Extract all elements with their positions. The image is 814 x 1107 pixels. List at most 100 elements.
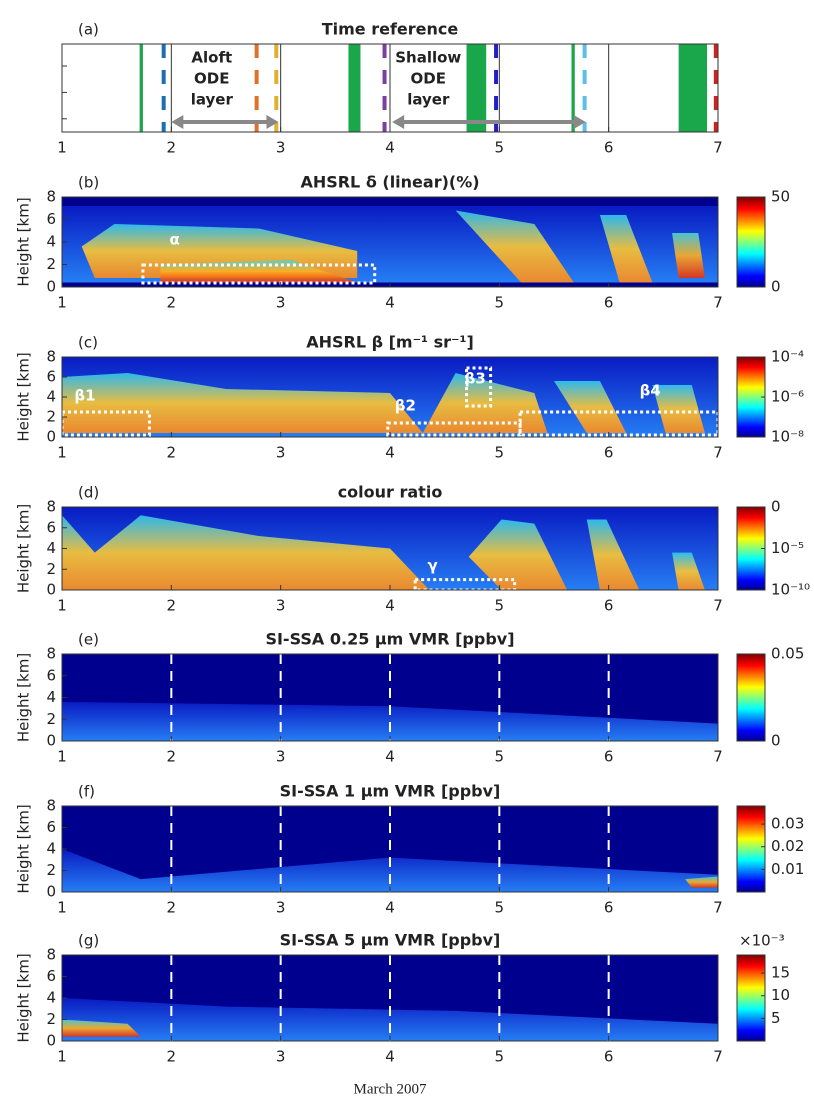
event-band bbox=[139, 44, 143, 132]
event-band bbox=[348, 44, 361, 132]
annotation: layer bbox=[191, 91, 234, 109]
panel-label: (d) bbox=[78, 484, 99, 502]
panel-title: SI-SSA 5 μm VMR [ppbv] bbox=[280, 931, 501, 950]
y-tick-label: 0 bbox=[46, 732, 56, 750]
y-axis-label: Height [km] bbox=[15, 653, 33, 742]
panel-title: AHSRL β [m⁻¹ sr⁻¹] bbox=[306, 333, 474, 352]
highlight-box bbox=[465, 366, 493, 408]
y-tick-label: 2 bbox=[46, 710, 56, 728]
x-tick-label: 7 bbox=[713, 444, 723, 462]
x-tick-label: 1 bbox=[57, 294, 67, 312]
x-tick-label: 3 bbox=[276, 899, 286, 917]
x-tick-label: 5 bbox=[495, 294, 505, 312]
panel-label: (e) bbox=[78, 631, 99, 649]
colorbar-tick-label: 0.01 bbox=[771, 860, 804, 878]
arrow-head bbox=[171, 115, 279, 129]
y-tick-label: 0 bbox=[46, 883, 56, 901]
x-tick-label: 5 bbox=[495, 899, 505, 917]
heatmap-texture bbox=[62, 373, 423, 433]
heatmap-texture bbox=[599, 215, 653, 283]
heatmap-texture bbox=[554, 381, 627, 433]
colorbar-tick-label: 0 bbox=[771, 498, 781, 516]
x-tick-label: 4 bbox=[385, 139, 395, 157]
highlight-box bbox=[386, 421, 522, 437]
x-tick-label: 6 bbox=[604, 139, 614, 157]
y-tick-label: 4 bbox=[46, 989, 56, 1007]
event-band bbox=[466, 44, 487, 132]
x-tick-label: 7 bbox=[713, 139, 723, 157]
y-axis-label: Height [km] bbox=[15, 953, 33, 1042]
heatmap-texture bbox=[62, 515, 430, 590]
heatmap-texture bbox=[62, 701, 718, 741]
x-tick-label: 3 bbox=[276, 748, 286, 766]
colorbar-tick-label: 10⁻⁵ bbox=[771, 539, 804, 557]
x-tick-label: 6 bbox=[604, 294, 614, 312]
y-tick-label: 0 bbox=[46, 428, 56, 446]
x-tick-label: 4 bbox=[385, 899, 395, 917]
y-tick-label: 8 bbox=[46, 188, 56, 206]
y-tick-label: 2 bbox=[46, 408, 56, 426]
x-tick-label: 2 bbox=[167, 597, 177, 615]
y-tick-label: 2 bbox=[46, 861, 56, 879]
panel-label: (f) bbox=[78, 783, 95, 801]
panel-title: SI-SSA 0.25 μm VMR [ppbv] bbox=[265, 630, 514, 649]
y-tick-label: 0 bbox=[46, 581, 56, 599]
x-tick-label: 2 bbox=[167, 139, 177, 157]
y-tick-label: 4 bbox=[46, 840, 56, 858]
colorbar-tick-label: 15 bbox=[771, 964, 790, 982]
annotation: Shallow bbox=[395, 49, 461, 67]
colorbar-tick-label: 10 bbox=[771, 986, 790, 1004]
x-tick-label: 5 bbox=[495, 597, 505, 615]
y-tick-label: 0 bbox=[46, 278, 56, 296]
y-tick-label: 8 bbox=[46, 797, 56, 815]
colorbar bbox=[736, 954, 766, 1042]
y-tick-label: 6 bbox=[46, 210, 56, 228]
colorbar-tick-label: 5 bbox=[771, 1009, 781, 1027]
y-tick-label: 4 bbox=[46, 688, 56, 706]
x-tick-label: 3 bbox=[276, 444, 286, 462]
colorbar bbox=[736, 506, 766, 591]
x-tick-label: 2 bbox=[167, 1048, 177, 1066]
x-tick-label: 7 bbox=[713, 1048, 723, 1066]
x-tick-label: 6 bbox=[604, 748, 614, 766]
x-tick-label: 6 bbox=[604, 899, 614, 917]
heatmap-texture bbox=[652, 385, 705, 433]
y-axis-label: Height [km] bbox=[15, 804, 33, 893]
annotation: β4 bbox=[640, 382, 661, 400]
heatmap-texture bbox=[62, 1019, 141, 1037]
panel-label: (g) bbox=[78, 932, 99, 950]
highlight-box bbox=[413, 578, 517, 592]
y-tick-label: 8 bbox=[46, 348, 56, 366]
colorbar-tick-label: 50 bbox=[771, 188, 790, 206]
annotation: layer bbox=[407, 91, 450, 109]
y-axis-label: Height [km] bbox=[15, 504, 33, 593]
x-tick-label: 1 bbox=[57, 444, 67, 462]
y-tick-label: 8 bbox=[46, 946, 56, 964]
x-tick-label: 3 bbox=[276, 294, 286, 312]
x-tick-label: 5 bbox=[495, 748, 505, 766]
event-band bbox=[678, 44, 708, 132]
colorbar-tick-label: 0 bbox=[771, 732, 781, 750]
y-tick-label: 6 bbox=[46, 518, 56, 536]
y-tick-label: 6 bbox=[46, 368, 56, 386]
x-tick-label: 2 bbox=[167, 899, 177, 917]
colorbar bbox=[736, 653, 766, 742]
x-tick-label: 4 bbox=[385, 1048, 395, 1066]
annotation: β2 bbox=[395, 397, 416, 415]
y-tick-label: 2 bbox=[46, 1010, 56, 1028]
x-tick-label: 6 bbox=[604, 1048, 614, 1066]
y-tick-label: 0 bbox=[46, 1032, 56, 1050]
annotation: β3 bbox=[465, 370, 486, 388]
event-band bbox=[571, 44, 575, 132]
annotation: β1 bbox=[74, 387, 95, 405]
x-tick-label: 4 bbox=[385, 294, 395, 312]
y-axis-label: Height [km] bbox=[15, 352, 33, 441]
x-tick-label: 7 bbox=[713, 294, 723, 312]
colorbar-tick-label: 0.05 bbox=[771, 645, 804, 663]
heatmap-texture bbox=[422, 373, 548, 433]
x-tick-label: 4 bbox=[385, 444, 395, 462]
annotation: ODE bbox=[194, 70, 229, 88]
x-tick-label: 4 bbox=[385, 597, 395, 615]
highlight-box bbox=[141, 263, 377, 285]
y-tick-label: 6 bbox=[46, 666, 56, 684]
